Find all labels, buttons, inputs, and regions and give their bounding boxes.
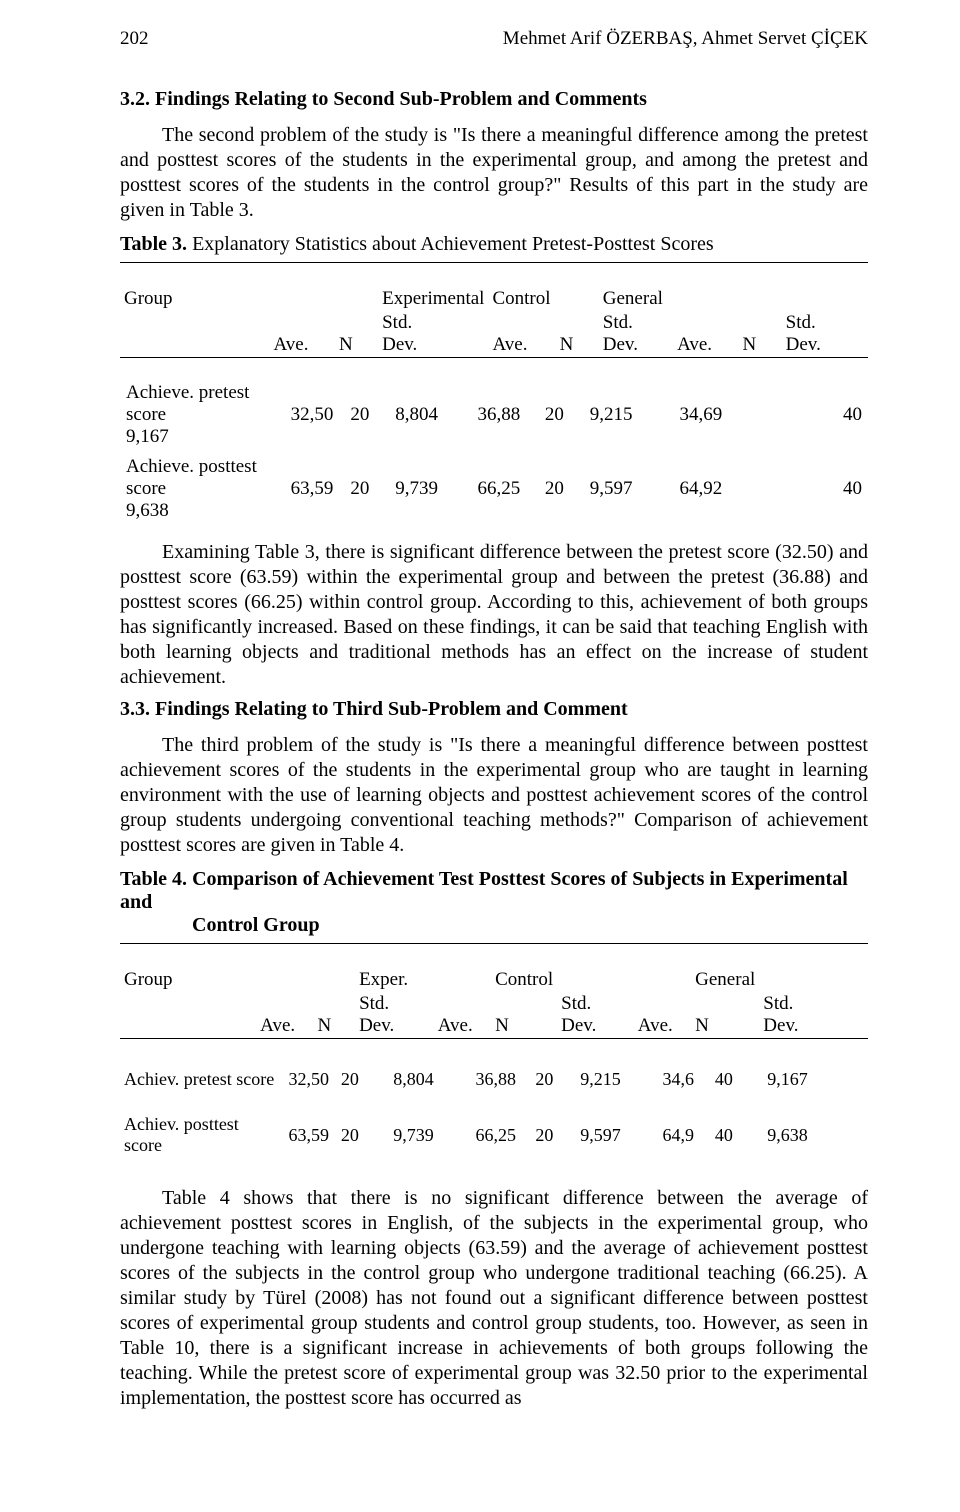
table-3-caption-label: Table 3. <box>120 233 187 255</box>
t4-h-std-3: Std.Dev. <box>759 992 868 1039</box>
t3-h-ave-2: Ave. <box>488 311 555 358</box>
section-3-3-para-1: The third problem of the study is "Is th… <box>120 733 868 858</box>
t3-h-n-2: N <box>556 311 599 358</box>
table-4-discussion: Table 4 shows that there is no significa… <box>120 1186 868 1411</box>
t3-h-ave-1: Ave. <box>270 311 335 358</box>
t4-h-n-2: N <box>491 992 557 1039</box>
t4-h-n-1: N <box>314 992 356 1039</box>
section-3-3-title: 3.3. Findings Relating to Third Sub-Prob… <box>120 698 868 721</box>
table-4-caption: Table 4. Comparison of Achievement Test … <box>120 868 868 937</box>
table-row: Achieve. pretest score9,167 32,50 20 8,8… <box>120 378 868 452</box>
table-4-caption-text-2: Control Group <box>192 914 320 936</box>
table-4-caption-text-1: Comparison of Achievement Test Posttest … <box>120 868 848 913</box>
table-3-data: Achieve. pretest score9,167 32,50 20 8,8… <box>120 378 868 526</box>
t4-h-n-3: N <box>691 992 759 1039</box>
page-number: 202 <box>120 28 149 50</box>
page-header: 202 Mehmet Arif ÖZERBAŞ, Ahmet Servet Çİ… <box>120 28 868 50</box>
t3-h-exp: Experimental <box>378 287 488 311</box>
t4-h-exp: Exper. <box>355 968 434 992</box>
table-row: Achieve. posttest score9,638 63,59 20 9,… <box>120 452 868 526</box>
t3-h-n-3: N <box>739 311 782 358</box>
table-row: Achiev. posttest score 63,59 20 9,739 66… <box>120 1110 868 1160</box>
t3-h-n-1: N <box>335 311 378 358</box>
table-3-caption-text: Explanatory Statistics about Achievement… <box>187 233 714 255</box>
table-3-discussion: Examining Table 3, there is significant … <box>120 540 868 690</box>
table-3-header: Group Experimental Control General Ave. … <box>120 262 868 358</box>
t3-h-std-3: Std.Dev. <box>782 311 868 358</box>
table-4-data: Achiev. pretest score 32,50 20 8,804 36,… <box>120 1065 868 1160</box>
t4-h-std-2: Std.Dev. <box>557 992 634 1039</box>
t4-h-gen: General <box>691 968 759 992</box>
section-3-2-title: 3.2. Findings Relating to Second Sub-Pro… <box>120 88 868 111</box>
t4-h-group: Group <box>120 968 256 992</box>
author-names: Mehmet Arif ÖZERBAŞ, Ahmet Servet ÇİÇEK <box>503 28 868 50</box>
t4-h-std-1: Std.Dev. <box>355 992 434 1039</box>
table-4-header: Group Exper. Control General Ave. N Std.… <box>120 943 868 1039</box>
t4-h-ave-1: Ave. <box>256 992 313 1039</box>
t3-h-group: Group <box>120 287 270 311</box>
page: 202 Mehmet Arif ÖZERBAŞ, Ahmet Servet Çİ… <box>0 0 960 1512</box>
t3-h-ave-3: Ave. <box>673 311 738 358</box>
t3-h-std-1: Std.Dev. <box>378 311 488 358</box>
table-3-caption: Table 3. Explanatory Statistics about Ac… <box>120 233 868 256</box>
t4-h-ave-3: Ave. <box>634 992 691 1039</box>
table-row: Achiev. pretest score 32,50 20 8,804 36,… <box>120 1065 868 1094</box>
t3-h-std-2: Std.Dev. <box>599 311 673 358</box>
t4-h-ctrl: Control <box>491 968 557 992</box>
section-3-2-para-1: The second problem of the study is "Is t… <box>120 123 868 223</box>
t4-h-ave-2: Ave. <box>434 992 491 1039</box>
t3-h-gen: General <box>599 287 673 311</box>
t3-h-ctrl: Control <box>488 287 555 311</box>
table-4-caption-label: Table 4. <box>120 868 187 890</box>
